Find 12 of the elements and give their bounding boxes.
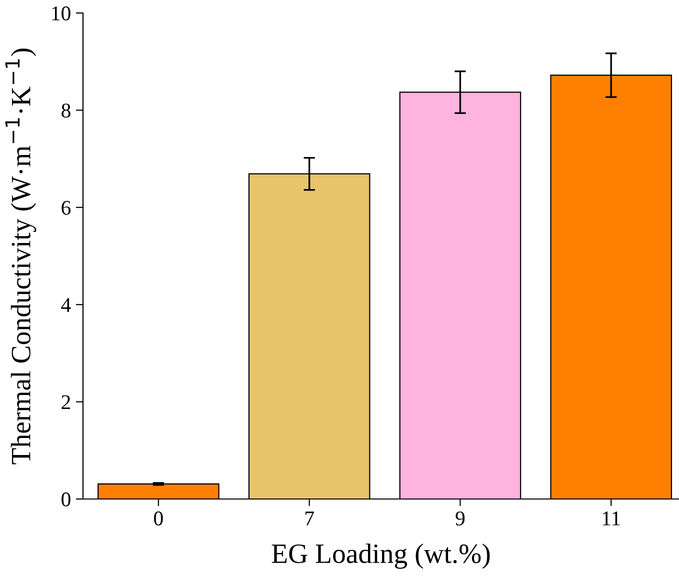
x-tick-label: 9 bbox=[456, 511, 465, 526]
y-axis-title: Thermal Conductivity (W·m$^{−1}$·K$^{−1}$) bbox=[5, 48, 36, 464]
y-tick-label: 10 bbox=[52, 6, 70, 20]
x-axis-title: EG Loading (wt.%) bbox=[272, 544, 490, 569]
y-tick-label: 6 bbox=[62, 200, 71, 215]
y-tick-label: 2 bbox=[62, 395, 70, 410]
x-tick-label: 11 bbox=[602, 512, 620, 526]
y-tick-label: 4 bbox=[61, 298, 71, 312]
y-tick-label: 8 bbox=[62, 104, 70, 118]
x-tick-label: 7 bbox=[305, 512, 314, 526]
x-tick-label: 0 bbox=[154, 511, 163, 526]
y-tick-label: 0 bbox=[62, 492, 70, 506]
